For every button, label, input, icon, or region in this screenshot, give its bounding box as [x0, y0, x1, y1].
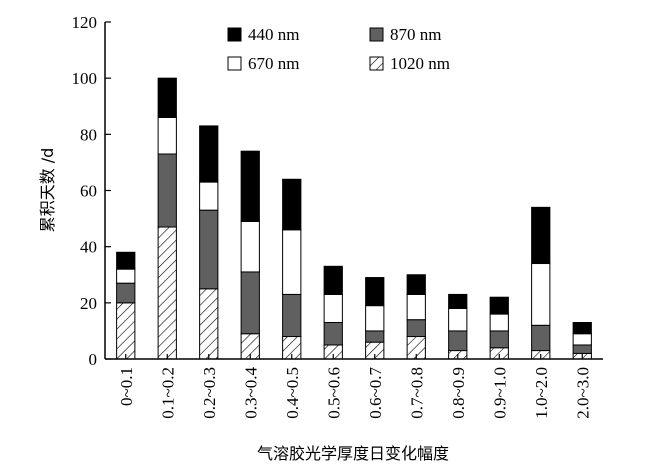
bar-670-nm-1.0~2.0 [531, 263, 551, 326]
legend-swatch-440-nm [227, 27, 242, 42]
bar-1020-nm-0.2~0.3 [199, 288, 219, 360]
bar-870-nm-1.0~2.0 [531, 324, 551, 352]
axes: 0 20 40 60 80 100 120 0~0.1 0.1~0.2 0.2~0.3 0.3~0.… [72, 13, 603, 419]
bar-870-nm-0.5~0.6 [323, 321, 343, 346]
y-tick-label: 20 [80, 294, 97, 313]
x-tick-label: 0.9~1.0 [490, 367, 509, 419]
bar-670-nm-0.2~0.3 [199, 181, 219, 211]
bar-670-nm-2.0~3.0 [572, 333, 592, 346]
bar-440-nm-0.9~1.0 [489, 296, 509, 315]
bar-870-nm-0.4~0.5 [282, 293, 302, 338]
legend-label: 1020 nm [390, 54, 450, 73]
legend-swatch-670-nm [227, 56, 242, 71]
bar-870-nm-0.7~0.8 [406, 319, 426, 338]
x-axis-label: 气溶胶光学厚度日变化幅度 [257, 444, 449, 463]
bar-870-nm-2.0~3.0 [572, 344, 592, 354]
x-tick-label: 2.0~3.0 [573, 367, 592, 419]
x-tick-label: 0.6~0.7 [366, 367, 385, 419]
bar-440-nm-0.8~0.9 [448, 293, 468, 309]
x-tick-label: 0.1~0.2 [158, 367, 177, 419]
x-tick-label: 0~0.1 [117, 367, 136, 406]
legend-label: 670 nm [248, 54, 299, 73]
bar-870-nm-0.8~0.9 [448, 330, 468, 352]
bar-440-nm-1.0~2.0 [531, 206, 551, 265]
x-tick-label: 1.0~2.0 [532, 367, 551, 419]
bar-870-nm-0.9~1.0 [489, 330, 509, 349]
bar-1020-nm-0.1~0.2 [157, 226, 177, 360]
legend-swatch-1020-nm [369, 56, 384, 71]
y-tick-label: 120 [72, 13, 98, 32]
bar-440-nm-0.1~0.2 [157, 77, 177, 118]
y-axis-label: 累积天数 /d [38, 148, 57, 233]
bar-440-nm-0.5~0.6 [323, 265, 343, 295]
legend-swatch-870-nm [369, 27, 384, 42]
bar-670-nm-0.9~1.0 [489, 313, 509, 332]
bar-440-nm-0.2~0.3 [199, 125, 219, 183]
bar-440-nm-0~0.1 [116, 251, 136, 270]
bar-440-nm-2.0~3.0 [572, 321, 592, 335]
x-tick-label: 0.7~0.8 [407, 367, 426, 419]
bar-870-nm-0.1~0.2 [157, 153, 177, 228]
bar-440-nm-0.6~0.7 [365, 277, 385, 307]
bar-670-nm-0.8~0.9 [448, 307, 468, 332]
bar-870-nm-0~0.1 [116, 282, 136, 304]
bar-1020-nm-0~0.1 [116, 302, 136, 360]
bar-440-nm-0.7~0.8 [406, 274, 426, 295]
bar-670-nm-0~0.1 [116, 268, 136, 284]
y-tick-label: 0 [89, 350, 98, 369]
bar-440-nm-0.4~0.5 [282, 178, 302, 231]
bar-670-nm-0.3~0.4 [240, 220, 260, 273]
legend-label: 440 nm [248, 25, 299, 44]
y-tick-label: 60 [80, 182, 97, 201]
x-tick-label: 0.3~0.4 [241, 367, 260, 419]
x-tick-label: 0.4~0.5 [283, 367, 302, 419]
x-tick-label: 0.5~0.6 [324, 367, 343, 419]
bar-870-nm-0.6~0.7 [365, 330, 385, 343]
bar-440-nm-0.3~0.4 [240, 150, 260, 222]
legend-label: 870 nm [390, 25, 441, 44]
y-tick-label: 100 [72, 69, 98, 88]
bar-670-nm-0.4~0.5 [282, 229, 302, 295]
bar-670-nm-0.1~0.2 [157, 116, 177, 155]
x-tick-label: 0.8~0.9 [449, 367, 468, 419]
bar-870-nm-0.2~0.3 [199, 209, 219, 290]
bar-670-nm-0.6~0.7 [365, 305, 385, 332]
legend: 440 nm 870 nm 670 nm 1020 nm [227, 25, 450, 73]
bar-670-nm-0.5~0.6 [323, 293, 343, 323]
x-tick-label: 0.2~0.3 [200, 367, 219, 419]
bar-870-nm-0.3~0.4 [240, 271, 260, 335]
y-tick-label: 80 [80, 125, 97, 144]
bar-670-nm-0.7~0.8 [406, 293, 426, 321]
bars [116, 77, 592, 360]
y-tick-label: 40 [80, 238, 97, 257]
